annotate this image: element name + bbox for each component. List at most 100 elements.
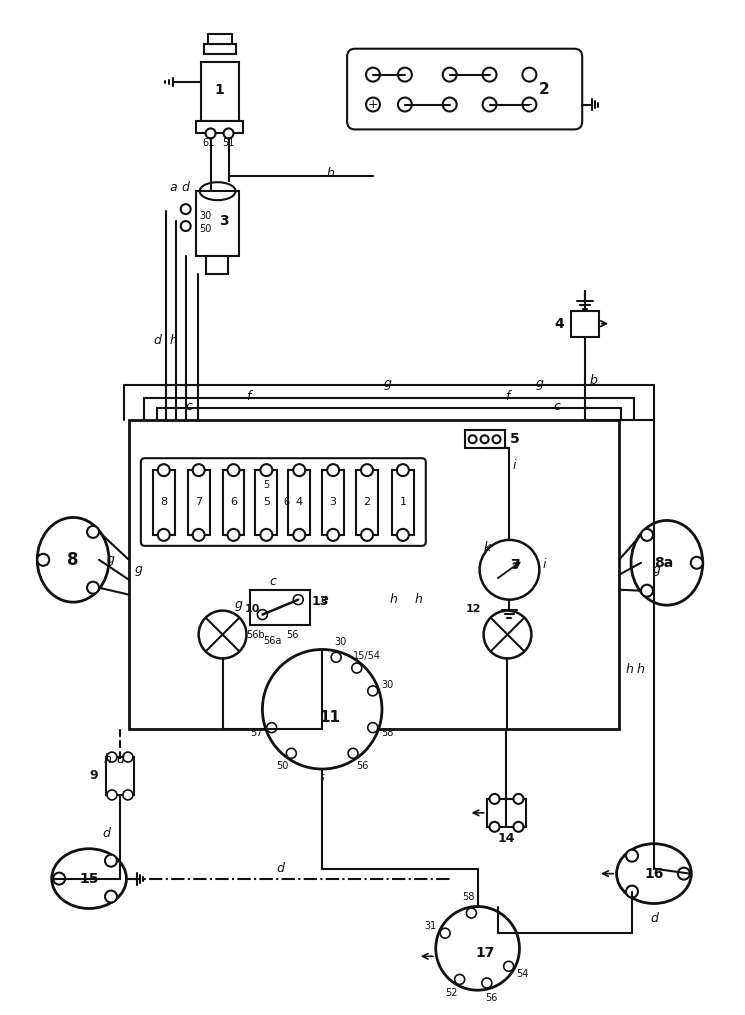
Circle shape bbox=[327, 529, 339, 541]
Bar bbox=[208, 33, 232, 44]
Text: 30: 30 bbox=[334, 636, 346, 647]
Circle shape bbox=[398, 68, 412, 81]
Bar bbox=[486, 799, 527, 827]
Text: 4: 4 bbox=[296, 497, 302, 508]
Text: 1: 1 bbox=[399, 497, 406, 508]
Bar bbox=[200, 62, 238, 122]
Text: g: g bbox=[536, 377, 543, 390]
Circle shape bbox=[227, 529, 239, 541]
Circle shape bbox=[107, 752, 117, 762]
Bar bbox=[322, 470, 344, 535]
Circle shape bbox=[397, 529, 409, 541]
Circle shape bbox=[397, 464, 409, 476]
Circle shape bbox=[522, 97, 536, 112]
Text: 58: 58 bbox=[463, 892, 475, 902]
Text: 50: 50 bbox=[200, 224, 212, 234]
Circle shape bbox=[691, 557, 703, 568]
Circle shape bbox=[193, 464, 205, 476]
Circle shape bbox=[327, 464, 339, 476]
Circle shape bbox=[436, 906, 519, 991]
Text: k: k bbox=[484, 541, 491, 554]
Text: 2: 2 bbox=[364, 497, 370, 508]
Text: 1: 1 bbox=[215, 82, 224, 96]
Circle shape bbox=[489, 822, 500, 831]
Bar bbox=[392, 470, 413, 535]
Circle shape bbox=[454, 974, 465, 985]
Text: 11: 11 bbox=[320, 709, 340, 725]
Text: h: h bbox=[390, 593, 398, 606]
Text: 12: 12 bbox=[466, 604, 481, 614]
Circle shape bbox=[258, 610, 267, 619]
Text: 61: 61 bbox=[203, 138, 215, 148]
Text: 3: 3 bbox=[219, 214, 229, 228]
Circle shape bbox=[352, 663, 362, 673]
Circle shape bbox=[443, 97, 457, 112]
Text: b: b bbox=[589, 374, 597, 387]
Text: 54: 54 bbox=[516, 969, 529, 979]
Circle shape bbox=[626, 850, 638, 862]
Circle shape bbox=[294, 529, 305, 541]
Circle shape bbox=[398, 97, 412, 112]
Text: 9: 9 bbox=[89, 769, 98, 783]
Text: 2: 2 bbox=[539, 81, 550, 96]
Circle shape bbox=[262, 650, 382, 769]
Circle shape bbox=[158, 464, 170, 476]
Text: h: h bbox=[625, 663, 633, 676]
Circle shape bbox=[481, 435, 489, 444]
Circle shape bbox=[206, 129, 215, 138]
Circle shape bbox=[483, 68, 496, 81]
Circle shape bbox=[443, 68, 457, 81]
Circle shape bbox=[267, 723, 276, 733]
Text: 13: 13 bbox=[311, 595, 329, 608]
Text: 56b: 56b bbox=[246, 629, 264, 639]
Text: 7: 7 bbox=[510, 558, 519, 571]
Circle shape bbox=[489, 794, 500, 804]
Text: 4: 4 bbox=[554, 317, 564, 331]
Text: c: c bbox=[186, 400, 192, 413]
Bar bbox=[250, 590, 310, 624]
Circle shape bbox=[224, 129, 233, 138]
Circle shape bbox=[368, 723, 378, 733]
Bar bbox=[206, 256, 227, 274]
Bar bbox=[153, 470, 175, 535]
Circle shape bbox=[286, 748, 297, 758]
Bar bbox=[288, 470, 310, 535]
Text: 6: 6 bbox=[283, 497, 289, 508]
Text: 51: 51 bbox=[222, 138, 235, 148]
Text: 8: 8 bbox=[67, 551, 79, 568]
Text: 10: 10 bbox=[244, 604, 260, 614]
Circle shape bbox=[261, 529, 273, 541]
Circle shape bbox=[361, 464, 373, 476]
Circle shape bbox=[348, 748, 358, 758]
Text: d: d bbox=[182, 181, 190, 194]
Circle shape bbox=[469, 435, 477, 444]
Circle shape bbox=[492, 435, 501, 444]
Text: 5: 5 bbox=[510, 432, 519, 447]
Text: f: f bbox=[505, 390, 510, 403]
Text: 14: 14 bbox=[498, 832, 516, 845]
Circle shape bbox=[368, 686, 378, 696]
Text: 3: 3 bbox=[329, 497, 337, 508]
Circle shape bbox=[123, 790, 133, 800]
Circle shape bbox=[123, 752, 133, 762]
Bar bbox=[571, 311, 599, 337]
Text: 30: 30 bbox=[200, 211, 212, 221]
Text: c: c bbox=[554, 400, 561, 413]
Text: h: h bbox=[637, 663, 645, 676]
Circle shape bbox=[484, 611, 531, 659]
Circle shape bbox=[107, 790, 117, 800]
Circle shape bbox=[158, 529, 170, 541]
Circle shape bbox=[261, 464, 273, 476]
Text: g: g bbox=[653, 563, 661, 577]
Circle shape bbox=[440, 928, 450, 938]
Bar bbox=[356, 470, 378, 535]
Circle shape bbox=[366, 68, 380, 81]
Circle shape bbox=[294, 595, 303, 605]
Text: f: f bbox=[247, 390, 250, 403]
Text: g: g bbox=[235, 598, 242, 611]
Circle shape bbox=[105, 890, 117, 902]
Ellipse shape bbox=[200, 183, 235, 200]
Circle shape bbox=[513, 822, 524, 831]
Bar bbox=[223, 470, 244, 535]
Circle shape bbox=[504, 961, 513, 971]
